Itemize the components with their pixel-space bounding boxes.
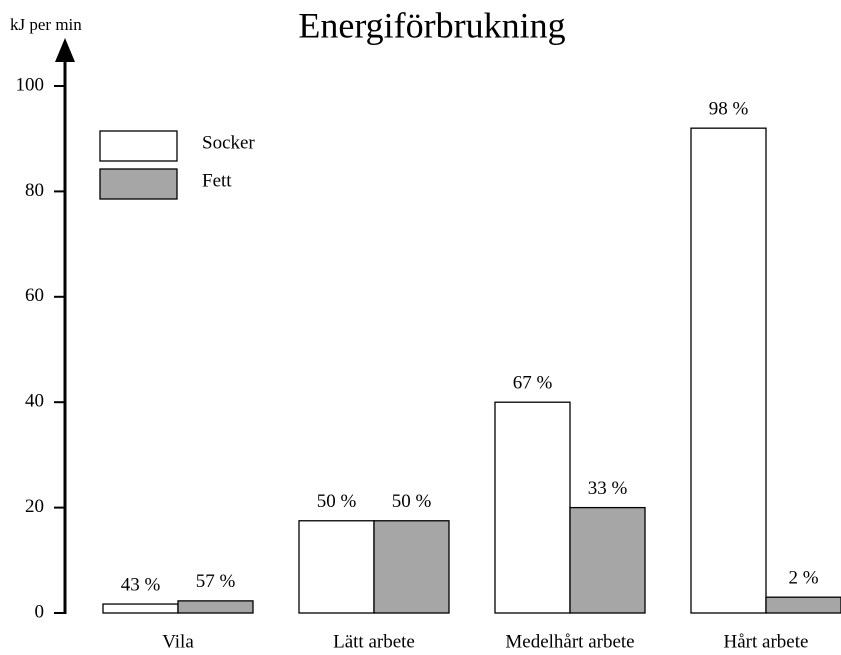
- share-label: 57 %: [196, 571, 236, 592]
- y-axis-arrow: [55, 38, 75, 62]
- bar: [765, 596, 841, 614]
- y-tick-label: 100: [16, 74, 45, 95]
- x-tick-label: Lätt arbete: [333, 631, 415, 652]
- share-label: 33 %: [588, 478, 628, 499]
- bar: [690, 127, 767, 614]
- bar: [494, 401, 571, 614]
- x-tick-label: Medelhårt arbete: [505, 631, 634, 652]
- x-tick-label: Hårt arbete: [724, 631, 809, 652]
- y-tick-label: 80: [25, 180, 44, 201]
- bar: [298, 520, 375, 614]
- share-label: 67 %: [513, 373, 553, 394]
- legend-label: Fett: [202, 170, 232, 191]
- legend-swatch: [99, 168, 178, 200]
- share-label: 43 %: [121, 574, 161, 595]
- share-label: 98 %: [709, 99, 749, 120]
- y-tick-label: 40: [25, 391, 44, 412]
- legend-swatch: [99, 130, 178, 162]
- bar: [569, 506, 646, 614]
- y-axis-label: kJ per min: [10, 15, 82, 34]
- share-label: 50 %: [317, 491, 357, 512]
- share-label: 2 %: [788, 568, 818, 589]
- y-tick-label: 0: [35, 601, 45, 622]
- bar: [177, 600, 254, 614]
- legend-label: Socker: [202, 132, 255, 153]
- chart-title: Energiförbrukning: [298, 5, 565, 45]
- y-tick-label: 20: [25, 496, 44, 517]
- x-tick-label: Vila: [162, 631, 194, 652]
- bar: [102, 603, 179, 614]
- y-tick-label: 60: [25, 285, 44, 306]
- share-label: 50 %: [392, 491, 432, 512]
- bar: [373, 520, 450, 614]
